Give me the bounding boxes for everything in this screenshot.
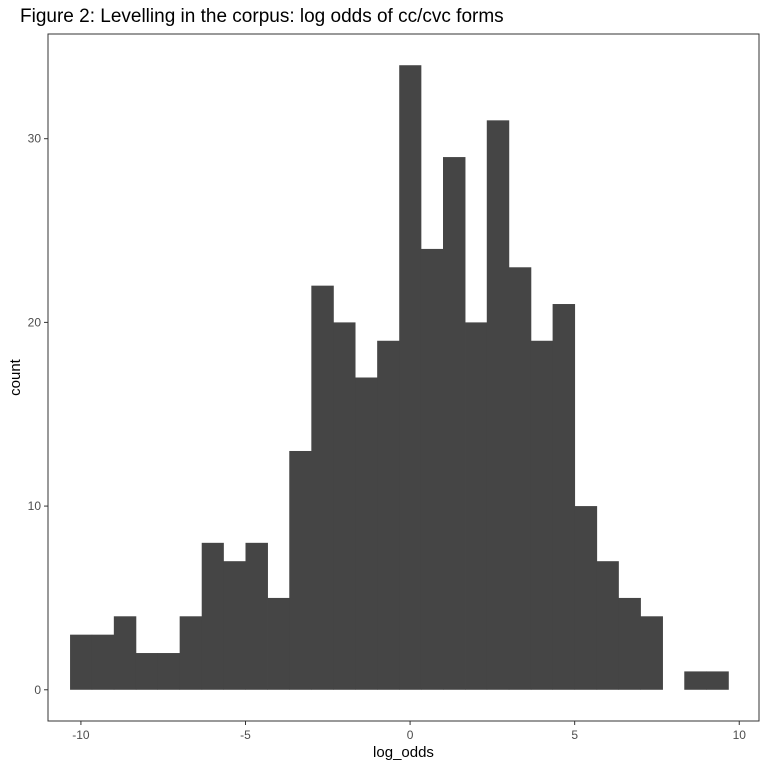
x-tick-label: 0 bbox=[407, 728, 414, 742]
histogram-bar bbox=[70, 634, 93, 690]
histogram-bar bbox=[333, 322, 356, 690]
histogram-bar bbox=[311, 285, 334, 690]
histogram-bar bbox=[91, 634, 115, 690]
y-tick-label: 20 bbox=[28, 315, 42, 329]
histogram-bar bbox=[530, 340, 554, 690]
histogram-bar bbox=[684, 671, 707, 690]
histogram-bar bbox=[377, 340, 400, 690]
y-axis: 0 10 20 30 bbox=[28, 132, 48, 697]
x-tick-label: 10 bbox=[733, 728, 747, 742]
y-tick-label: 0 bbox=[34, 683, 41, 697]
histogram-bar bbox=[486, 120, 510, 690]
y-axis-title: count bbox=[7, 358, 24, 396]
histogram-bar bbox=[267, 597, 290, 690]
y-tick-label: 30 bbox=[28, 132, 42, 146]
histogram-bar bbox=[179, 616, 203, 690]
histogram-bar bbox=[201, 542, 224, 690]
histogram-bar bbox=[113, 616, 137, 690]
histogram-bar bbox=[289, 450, 312, 690]
x-tick-label: -10 bbox=[72, 728, 90, 742]
x-axis: -10 -5 0 5 10 bbox=[72, 721, 746, 742]
chart-title: Figure 2: Levelling in the corpus: log o… bbox=[20, 6, 504, 27]
histogram-bar bbox=[508, 267, 532, 690]
bars-group bbox=[70, 65, 729, 690]
x-tick-label: -5 bbox=[240, 728, 251, 742]
histogram-bar bbox=[223, 561, 246, 690]
histogram-bar bbox=[245, 542, 268, 690]
histogram-bar bbox=[552, 304, 576, 690]
histogram-bar bbox=[399, 65, 422, 690]
y-tick-label: 10 bbox=[28, 499, 42, 513]
histogram-bar bbox=[355, 377, 378, 690]
histogram-bar bbox=[574, 506, 598, 690]
plot-panel-border bbox=[47, 33, 760, 722]
x-tick-label: 5 bbox=[571, 728, 578, 742]
histogram-bar bbox=[465, 322, 488, 690]
histogram-bar bbox=[596, 561, 619, 690]
histogram-bar bbox=[135, 653, 159, 690]
histogram-bar bbox=[640, 616, 663, 690]
histogram-bar bbox=[443, 157, 466, 690]
histogram-bar bbox=[618, 597, 641, 690]
x-axis-title: log_odds bbox=[373, 744, 434, 761]
histogram-bar bbox=[420, 248, 444, 690]
histogram-bar bbox=[157, 653, 181, 690]
histogram-bar bbox=[706, 671, 729, 690]
